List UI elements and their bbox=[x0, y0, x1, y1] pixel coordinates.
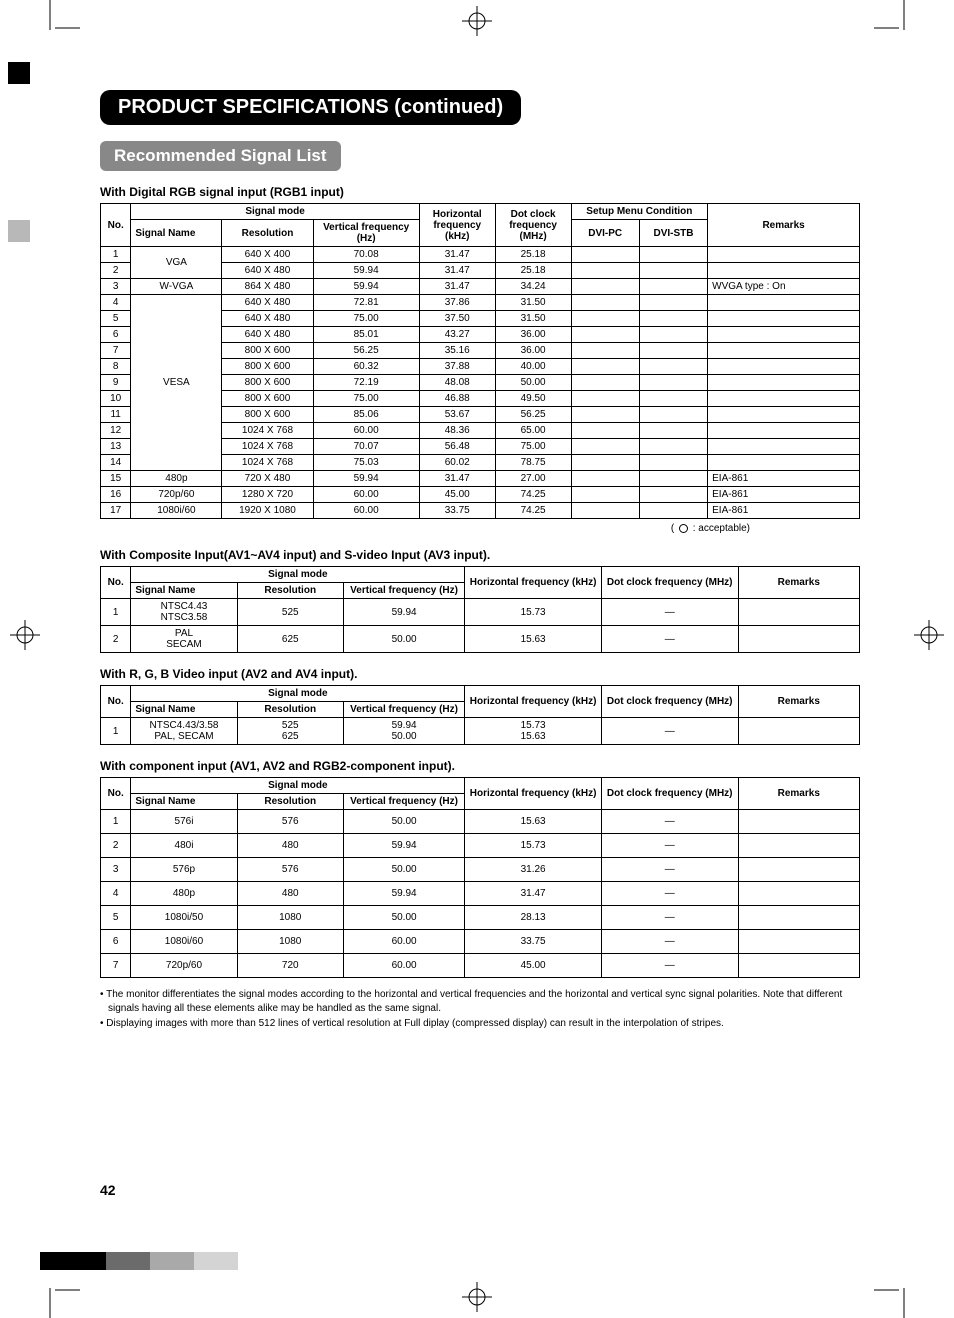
footnotes: • The monitor differentiates the signal … bbox=[100, 988, 860, 1031]
col-resolution: Resolution bbox=[237, 583, 343, 599]
col-dvi-pc: DVI-PC bbox=[571, 220, 639, 247]
col-hf: Horizontal frequency (kHz) bbox=[465, 567, 602, 599]
footer-swatch bbox=[172, 1252, 194, 1270]
margin-marker-black bbox=[8, 62, 30, 84]
col-remarks: Remarks bbox=[738, 567, 859, 599]
footer-swatch bbox=[84, 1252, 106, 1270]
footer-swatch bbox=[128, 1252, 150, 1270]
crop-mark-tr bbox=[874, 0, 954, 60]
col-signal-mode: Signal mode bbox=[131, 204, 419, 220]
col-remarks: Remarks bbox=[738, 686, 859, 718]
col-resolution: Resolution bbox=[222, 220, 313, 247]
col-dc: Dot clock frequency (MHz) bbox=[601, 686, 738, 718]
registration-mark-bottom bbox=[462, 1282, 492, 1312]
crop-mark-br bbox=[874, 1258, 954, 1318]
footer-swatch bbox=[216, 1252, 238, 1270]
page-content: PRODUCT SPECIFICATIONS (continued) Recom… bbox=[100, 90, 860, 1033]
registration-mark-right bbox=[914, 620, 944, 650]
col-signal-mode: Signal mode bbox=[131, 686, 465, 702]
col-no: No. bbox=[101, 567, 131, 599]
legend-suffix: : acceptable) bbox=[693, 523, 750, 534]
table-row: 16720p/601280 X 72060.0045.0074.25EIA-86… bbox=[101, 487, 860, 503]
table-row: 2480i48059.9415.73— bbox=[101, 834, 860, 858]
legend: ( : acceptable) bbox=[100, 523, 860, 534]
table-row: 61080i/60108060.0033.75— bbox=[101, 930, 860, 954]
col-dc: Dot clock frequency (MHz) bbox=[495, 204, 571, 247]
col-signal-name: Signal Name bbox=[131, 583, 237, 599]
col-dc: Dot clock frequency (MHz) bbox=[601, 567, 738, 599]
table1-caption: With Digital RGB signal input (RGB1 inpu… bbox=[100, 185, 860, 199]
table1: No.Signal modeHorizontal frequency (kHz)… bbox=[100, 203, 860, 519]
page-title: PRODUCT SPECIFICATIONS (continued) bbox=[100, 90, 521, 125]
table-row: 1VGA640 X 40070.0831.4725.18 bbox=[101, 247, 860, 263]
table-row: 1NTSC4.43NTSC3.5852559.9415.73— bbox=[101, 599, 860, 626]
legend-prefix: ( bbox=[671, 523, 674, 534]
col-remarks: Remarks bbox=[708, 204, 860, 247]
table-row: 3576p57650.0031.26— bbox=[101, 858, 860, 882]
col-signal-mode: Signal mode bbox=[131, 778, 465, 794]
table2-caption: With Composite Input(AV1~AV4 input) and … bbox=[100, 548, 860, 562]
col-dvi-stb: DVI-STB bbox=[639, 220, 707, 247]
col-signal-mode: Signal mode bbox=[131, 567, 465, 583]
registration-mark-left bbox=[10, 620, 40, 650]
footer-swatch bbox=[194, 1252, 216, 1270]
table4-caption: With component input (AV1, AV2 and RGB2-… bbox=[100, 759, 860, 773]
col-signal-name: Signal Name bbox=[131, 702, 237, 718]
table4: No.Signal modeHorizontal frequency (kHz)… bbox=[100, 777, 860, 978]
col-vf: Vertical frequency (Hz) bbox=[343, 794, 464, 810]
col-setup: Setup Menu Condition bbox=[571, 204, 708, 220]
col-dc: Dot clock frequency (MHz) bbox=[601, 778, 738, 810]
col-signal-name: Signal Name bbox=[131, 794, 237, 810]
footer-swatch bbox=[62, 1252, 84, 1270]
col-vf: Vertical frequency (Hz) bbox=[313, 220, 419, 247]
footer-swatch bbox=[40, 1252, 62, 1270]
table2: No.Signal modeHorizontal frequency (kHz)… bbox=[100, 566, 860, 653]
col-no: No. bbox=[101, 686, 131, 718]
page-number: 42 bbox=[100, 1182, 116, 1198]
col-vf: Vertical frequency (Hz) bbox=[343, 702, 464, 718]
col-resolution: Resolution bbox=[237, 794, 343, 810]
footer-swatch bbox=[150, 1252, 172, 1270]
table-row: 3W-VGA864 X 48059.9431.4734.24WVGA type … bbox=[101, 279, 860, 295]
section-subtitle: Recommended Signal List bbox=[100, 141, 341, 171]
table3-caption: With R, G, B Video input (AV2 and AV4 in… bbox=[100, 667, 860, 681]
col-hf: Horizontal frequency (kHz) bbox=[465, 686, 602, 718]
table-row: 15480p720 X 48059.9431.4727.00EIA-861 bbox=[101, 471, 860, 487]
table-row: 1NTSC4.43/3.58PAL, SECAM52562559.9450.00… bbox=[101, 718, 860, 745]
footnote-line: • The monitor differentiates the signal … bbox=[100, 988, 860, 1015]
col-resolution: Resolution bbox=[237, 702, 343, 718]
circle-icon bbox=[679, 524, 688, 533]
table3: No.Signal modeHorizontal frequency (kHz)… bbox=[100, 685, 860, 745]
col-remarks: Remarks bbox=[738, 778, 859, 810]
footer-color-strip bbox=[40, 1252, 238, 1270]
table-row: 171080i/601920 X 108060.0033.7574.25EIA-… bbox=[101, 503, 860, 519]
col-signal-name: Signal Name bbox=[131, 220, 222, 247]
registration-mark-top bbox=[462, 6, 492, 36]
col-no: No. bbox=[101, 778, 131, 810]
col-vf: Vertical frequency (Hz) bbox=[343, 583, 464, 599]
col-no: No. bbox=[101, 204, 131, 247]
col-hf: Horizontal frequency (kHz) bbox=[419, 204, 495, 247]
table-row: 4480p48059.9431.47— bbox=[101, 882, 860, 906]
crop-mark-tl bbox=[0, 0, 80, 60]
footnote-line: • Displaying images with more than 512 l… bbox=[100, 1017, 860, 1031]
table-row: 4VESA640 X 48072.8137.8631.50 bbox=[101, 295, 860, 311]
margin-marker-gray bbox=[8, 220, 30, 242]
table-row: 2PALSECAM62550.0015.63— bbox=[101, 626, 860, 653]
col-hf: Horizontal frequency (kHz) bbox=[465, 778, 602, 810]
footer-swatch bbox=[106, 1252, 128, 1270]
table-row: 7720p/6072060.0045.00— bbox=[101, 954, 860, 978]
table-row: 1576i57650.0015.63— bbox=[101, 810, 860, 834]
table-row: 51080i/50108050.0028.13— bbox=[101, 906, 860, 930]
